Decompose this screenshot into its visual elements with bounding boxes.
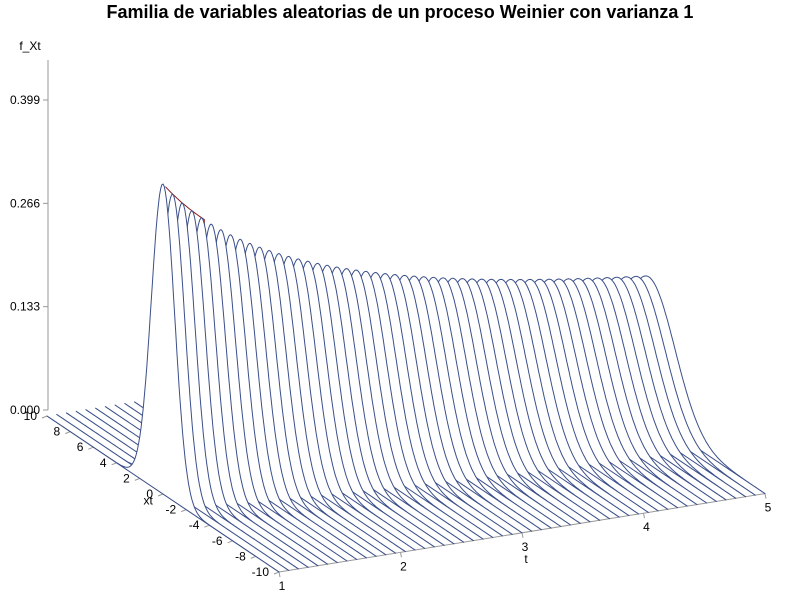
xt-tick bbox=[111, 462, 117, 466]
t-tick-label: 5 bbox=[765, 501, 772, 515]
chart-title: Familia de variables aleatorias de un pr… bbox=[106, 2, 694, 22]
t-tick bbox=[400, 552, 402, 558]
density-curve bbox=[46, 183, 280, 573]
t-tick-label: 2 bbox=[400, 559, 407, 573]
xt-tick-label: 10 bbox=[24, 409, 38, 423]
z-tick-label: 0.399 bbox=[10, 93, 40, 107]
xt-tick bbox=[273, 571, 280, 575]
xt-tick-label: 6 bbox=[77, 440, 84, 454]
xt-tick bbox=[41, 415, 48, 419]
z-tick-label: 0.133 bbox=[10, 300, 40, 314]
xt-tick-label: -4 bbox=[189, 518, 200, 532]
xt-tick bbox=[227, 540, 233, 544]
z-axis-label: f_Xt bbox=[19, 39, 41, 53]
z-tick-label: 0.266 bbox=[10, 196, 40, 210]
t-tick bbox=[278, 571, 281, 578]
t-tick-label: 1 bbox=[279, 579, 286, 593]
xt-tick-label: 2 bbox=[123, 471, 130, 485]
z-tick-label: 0.000 bbox=[10, 403, 40, 417]
t-tick bbox=[764, 493, 767, 499]
density-curves-group bbox=[46, 183, 766, 573]
xt-tick bbox=[204, 524, 210, 528]
t-axis-label: t bbox=[524, 552, 528, 566]
xt-tick-label: -6 bbox=[212, 534, 223, 548]
xt-axis-label: xt bbox=[144, 494, 154, 508]
t-tick bbox=[643, 513, 645, 519]
xt-tick bbox=[134, 477, 140, 481]
hidden-mesh-line bbox=[165, 186, 206, 488]
xt-tick bbox=[65, 431, 71, 435]
xt-tick bbox=[157, 493, 164, 497]
xt-tick-label: 0 bbox=[146, 487, 153, 501]
xt-tick-label: -8 bbox=[235, 549, 246, 563]
xt-tick bbox=[88, 446, 94, 450]
xt-tick-label: -2 bbox=[166, 503, 177, 517]
xt-tick bbox=[250, 555, 256, 559]
t-tick-label: 3 bbox=[522, 540, 529, 554]
t-tick bbox=[521, 532, 524, 538]
xt-tick bbox=[181, 509, 187, 513]
xt-tick-label: -10 bbox=[252, 565, 270, 579]
t-tick-label: 4 bbox=[643, 520, 650, 534]
xt-tick-label: 4 bbox=[100, 456, 107, 470]
xt-tick-label: 8 bbox=[54, 425, 61, 439]
